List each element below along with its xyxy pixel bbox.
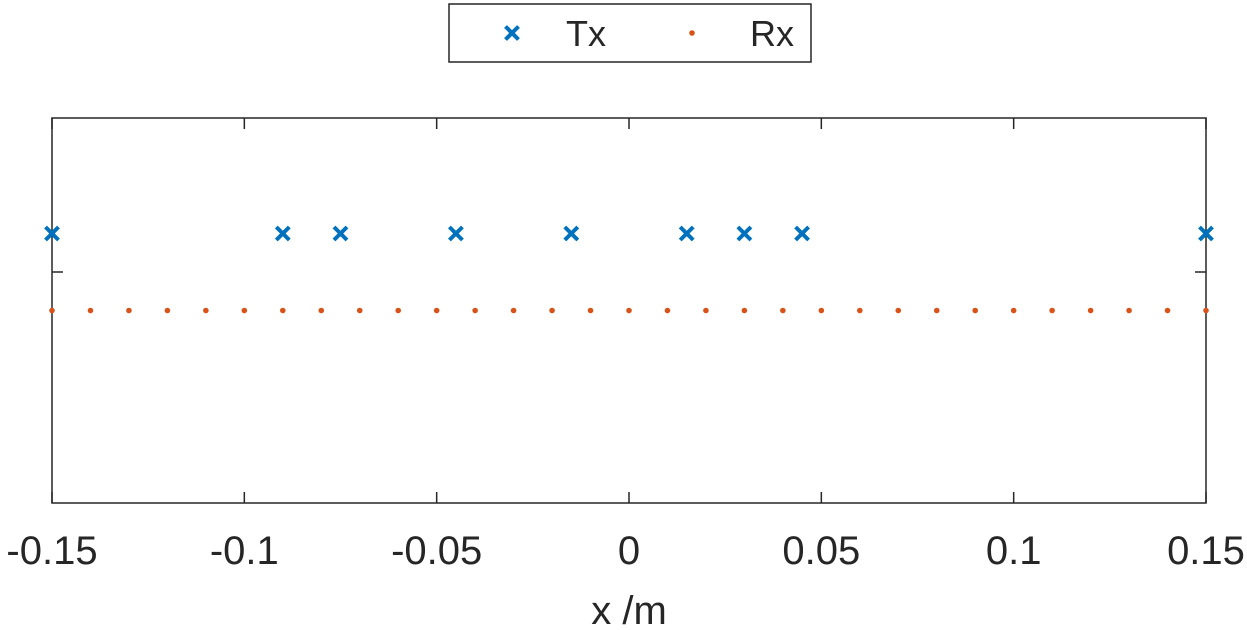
rx-point	[780, 307, 786, 314]
tx-point	[447, 225, 464, 242]
rx-point	[1049, 307, 1055, 314]
tx-point	[678, 225, 695, 242]
x-tick-label: -0.15	[6, 529, 97, 573]
rx-point	[318, 307, 325, 314]
rx-point	[857, 307, 863, 314]
rx-point	[972, 307, 978, 314]
tx-point	[274, 225, 291, 242]
tx-point	[332, 225, 349, 242]
tx-point	[1198, 225, 1214, 242]
rx-point	[933, 307, 940, 314]
axis-ticks	[51, 118, 1207, 503]
rx-point	[510, 307, 517, 314]
tx-point	[794, 225, 811, 242]
rx-point	[703, 307, 709, 314]
x-tick-label: -0.1	[210, 529, 279, 573]
tx-point	[44, 225, 60, 242]
rx-point	[1126, 307, 1132, 314]
rx-point	[587, 307, 594, 314]
rx-point	[472, 307, 478, 314]
series-tx	[44, 225, 1214, 242]
series-rx	[49, 307, 1209, 314]
x-axis-label: x /m	[591, 589, 667, 630]
rx-point	[87, 307, 94, 314]
rx-point	[741, 307, 748, 314]
rx-point	[164, 307, 171, 314]
tx-point	[563, 225, 580, 242]
x-tick-label: 0.05	[782, 529, 860, 573]
legend: Tx Rx	[448, 3, 812, 63]
rx-point	[433, 307, 440, 314]
rx-point	[356, 307, 363, 314]
legend-dot-marker	[689, 30, 695, 36]
rx-point	[895, 307, 902, 314]
legend-marker-rx	[689, 30, 695, 36]
rx-point	[280, 307, 286, 314]
rx-point	[126, 307, 132, 314]
rx-point	[664, 307, 671, 314]
rx-point	[1087, 307, 1094, 314]
rx-point	[549, 307, 555, 314]
rx-point	[626, 307, 632, 314]
rx-point	[49, 307, 55, 314]
legend-label-tx: Tx	[566, 13, 606, 54]
legend-label-rx: Rx	[750, 13, 794, 54]
rx-point	[1203, 307, 1209, 314]
rx-point	[241, 307, 248, 314]
rx-point	[203, 307, 209, 314]
rx-point	[395, 307, 402, 314]
rx-point	[818, 307, 825, 314]
tx-point	[736, 225, 753, 242]
rx-point	[1164, 307, 1171, 314]
x-tick-label: -0.05	[391, 529, 482, 573]
x-tick-labels: -0.15 -0.1 -0.05 0 0.05 0.1 0.15	[6, 529, 1245, 573]
x-tick-label: 0.1	[986, 529, 1042, 573]
x-tick-label: 0	[618, 529, 640, 573]
rx-point	[1010, 307, 1017, 314]
legend-marker-tx	[504, 25, 520, 41]
x-tick-label: 0.15	[1167, 529, 1245, 573]
data-series	[44, 225, 1214, 314]
legend-x-marker	[504, 25, 520, 41]
